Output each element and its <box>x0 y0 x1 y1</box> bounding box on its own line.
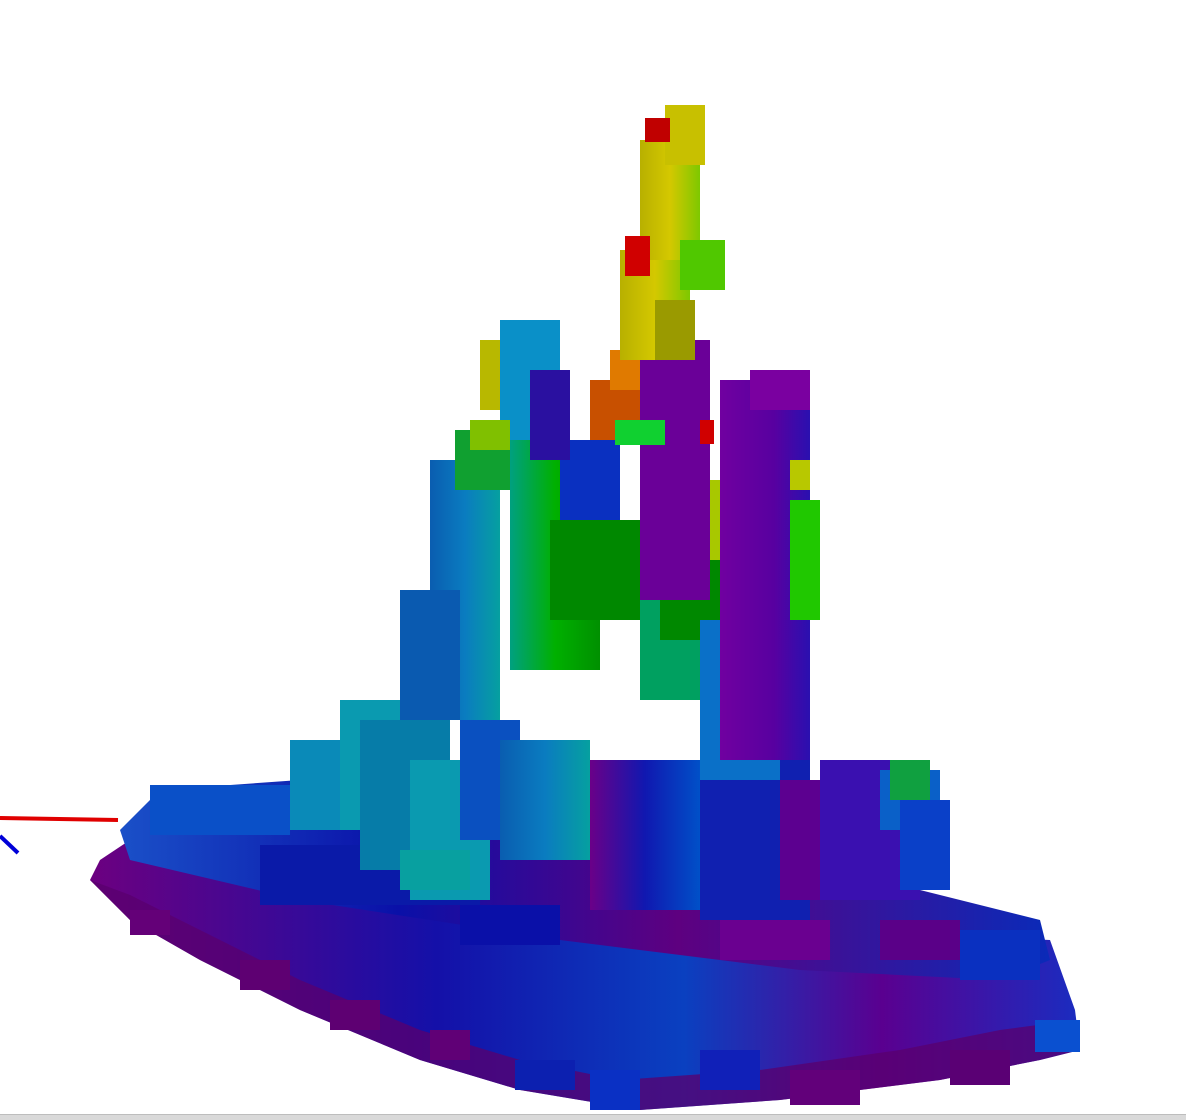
voxel-central-spire <box>620 105 725 360</box>
voxel-lower-ridge <box>290 700 950 920</box>
x-axis-line <box>0 816 119 822</box>
status-strip <box>0 1114 1186 1120</box>
y-axis-line <box>0 834 20 855</box>
voxel-mid-towers <box>400 320 820 780</box>
